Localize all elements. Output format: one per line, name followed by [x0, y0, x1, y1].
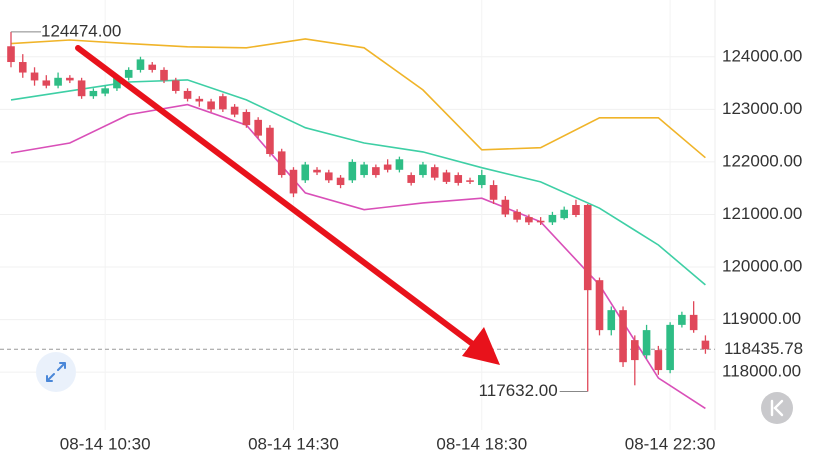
x-tick-label: 08-14 22:30 — [625, 434, 716, 453]
candle-body — [560, 209, 568, 219]
candle-body — [678, 314, 686, 325]
candle-body — [489, 185, 498, 200]
candle-body — [195, 98, 204, 102]
candle-body — [160, 69, 168, 81]
candle-body — [701, 340, 710, 350]
candle-body — [336, 177, 345, 186]
x-tick-label: 08-14 18:30 — [436, 434, 527, 453]
candle-body — [372, 167, 380, 176]
bands — [10, 38, 706, 410]
candle-body — [219, 96, 227, 110]
candle-body — [430, 167, 439, 178]
trend-arrow — [75, 45, 481, 351]
candle-body — [324, 172, 333, 181]
candle-body — [619, 310, 627, 363]
candle-body — [7, 46, 15, 63]
candle-body — [313, 169, 321, 173]
candle-body — [277, 151, 286, 176]
expand-button[interactable] — [36, 352, 76, 392]
candle-body — [113, 77, 121, 89]
candle-body — [395, 159, 404, 170]
candle-body — [525, 217, 533, 223]
candle-body — [89, 90, 98, 97]
candle-body — [54, 77, 62, 86]
x-tick-label: 08-14 10:30 — [60, 434, 151, 453]
candle-body — [689, 314, 698, 331]
candle-body — [360, 164, 368, 176]
candle-body — [207, 101, 215, 110]
y-tick-label: 120000.00 — [722, 257, 802, 276]
candle-body — [454, 175, 463, 183]
candle-body — [383, 164, 392, 170]
candle-body — [230, 106, 239, 115]
candle-body — [466, 180, 474, 182]
candle-body — [442, 172, 451, 182]
high-marker-label: 124474.00 — [41, 21, 121, 40]
candle-body — [289, 169, 298, 194]
candle-body — [607, 310, 616, 331]
candle-body — [348, 161, 357, 181]
candle-body — [66, 77, 74, 81]
grid — [0, 0, 716, 430]
candle-body — [536, 220, 545, 223]
candle-body — [654, 350, 663, 371]
candle-body — [77, 80, 86, 97]
candle-body — [595, 280, 604, 331]
last-price-label: 118435.78 — [724, 339, 803, 358]
candle-body — [254, 119, 262, 136]
candle-body — [30, 72, 39, 81]
candle-body — [171, 80, 180, 91]
y-tick-label: 119000.00 — [722, 309, 801, 328]
y-tick-label: 118000.00 — [722, 362, 801, 381]
candle-body — [242, 111, 251, 126]
band-line — [10, 38, 706, 159]
last-price-box — [716, 337, 828, 362]
candle-body — [478, 175, 486, 186]
candle-body — [266, 127, 274, 155]
candle-body — [42, 80, 51, 86]
candle-body — [548, 215, 557, 223]
candle-body — [301, 164, 310, 181]
candle-body — [583, 205, 592, 291]
candle-body — [101, 88, 109, 94]
candle-body — [407, 175, 415, 183]
y-tick-label: 124000.00 — [722, 46, 802, 65]
labels: 118000.00 119000.00 120000.00 121000.00 1220… — [11, 21, 828, 453]
candle-body — [419, 164, 427, 176]
candle-body — [18, 62, 27, 73]
candle-body — [513, 211, 521, 220]
band-line — [10, 79, 706, 286]
candle-body — [572, 205, 580, 215]
candles — [7, 31, 710, 392]
y-tick-label: 122000.00 — [722, 151, 802, 170]
latest-button[interactable] — [761, 392, 793, 424]
y-tick-label: 123000.00 — [722, 99, 802, 118]
candle-body — [124, 69, 133, 78]
candle-body — [148, 64, 157, 70]
y-tick-label: 121000.00 — [722, 204, 802, 223]
candle-body — [501, 199, 510, 215]
x-tick-label: 08-14 14:30 — [248, 434, 339, 453]
trend-arrow-head — [462, 327, 500, 365]
candle-body — [136, 59, 145, 70]
candle-body — [631, 340, 639, 361]
candle-body — [183, 90, 192, 99]
candle-body — [666, 324, 674, 371]
low-marker-label: 117632.00 — [479, 381, 558, 400]
candle-body — [642, 330, 651, 356]
